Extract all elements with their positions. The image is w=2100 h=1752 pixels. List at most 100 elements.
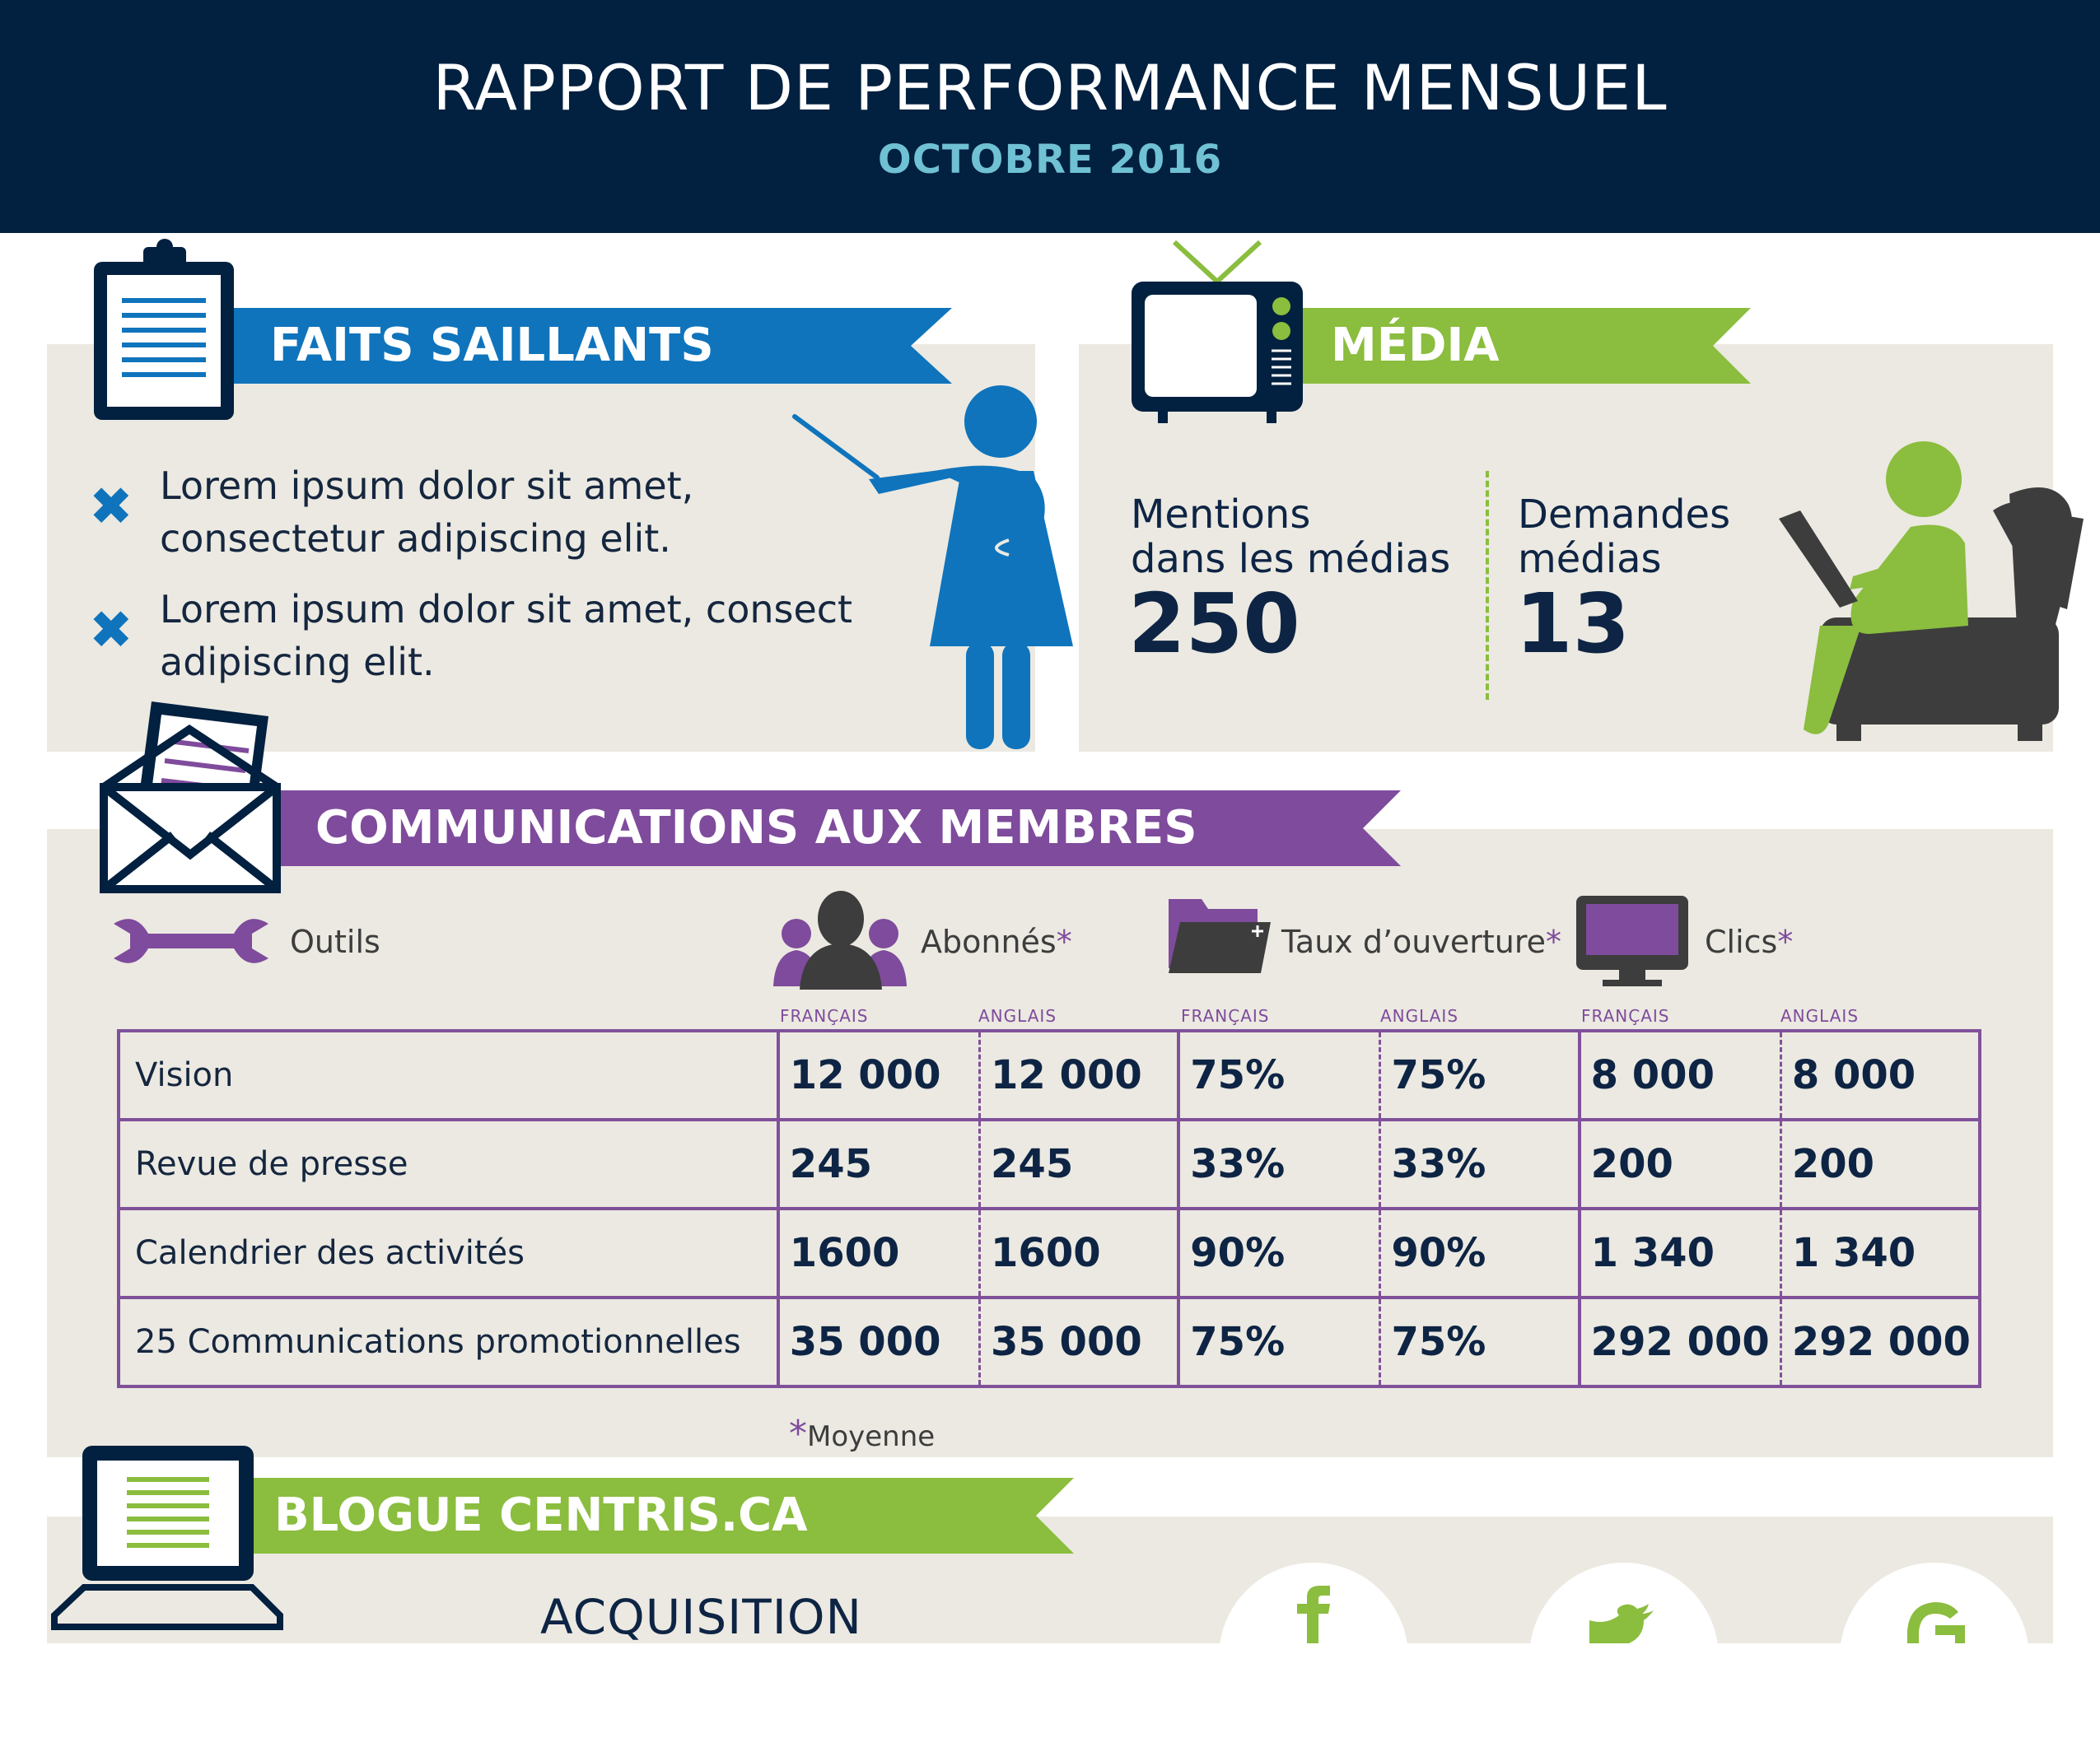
clics-en-value: 8 000 xyxy=(1779,1032,1978,1118)
row-label: Vision xyxy=(117,1029,780,1121)
demandes-value: 13 xyxy=(1515,575,1631,672)
communications-table: Vision 12 000 12 000 75% 75% 8 000 8 000 Re… xyxy=(117,1029,1982,1388)
envelope-icon xyxy=(100,701,281,893)
lang-abonnes-fr: FRANÇAIS xyxy=(780,1006,869,1026)
clics-en-value: 200 xyxy=(1779,1121,1978,1207)
abonnes-cell: 12 000 12 000 xyxy=(776,1029,1181,1121)
reader-armchair-icon xyxy=(1779,441,2084,741)
taux-fr-value: 90% xyxy=(1190,1230,1286,1276)
abonnes-en-value: 1600 xyxy=(978,1210,1177,1296)
mentions-value: 250 xyxy=(1128,575,1300,672)
footnote-text: Moyenne xyxy=(807,1420,936,1453)
taux-fr-value: 75% xyxy=(1190,1052,1286,1098)
bullet-2-line2: adipiscing elit. xyxy=(160,640,435,684)
footnote-star: * xyxy=(789,1413,807,1455)
media-title: MÉDIA xyxy=(1331,319,1500,372)
table-row: Revue de presse 245 245 33% 33% 200 200 xyxy=(117,1118,1982,1210)
taux-cell: 90% 90% xyxy=(1177,1207,1581,1299)
abonnes-fr-value: 12 000 xyxy=(789,1052,941,1098)
bullet-1: Lorem ipsum dolor sit amet, consectetur … xyxy=(160,459,693,565)
taux-en-value: 90% xyxy=(1379,1210,1577,1296)
bullet-2-line1: Lorem ipsum dolor sit amet, consect xyxy=(160,587,853,631)
facebook-icon xyxy=(1297,1586,1330,1643)
legend-taux-label: Taux d’ouverture xyxy=(1281,924,1547,960)
taux-en-value: 33% xyxy=(1379,1121,1577,1207)
lang-clics-fr: FRANÇAIS xyxy=(1581,1006,1670,1026)
legend-abonnes: Abonnés* xyxy=(921,924,1072,960)
legend-clics-star: * xyxy=(1777,924,1794,960)
twitter-circle[interactable] xyxy=(1529,1563,1719,1752)
abonnes-en-value: 12 000 xyxy=(978,1032,1177,1118)
row-label: 25 Communications promotionnelles xyxy=(117,1296,780,1388)
legend-clics-label: Clics xyxy=(1705,924,1778,960)
legend-outils: Outils xyxy=(290,924,380,960)
clics-fr-value: 8 000 xyxy=(1590,1052,1715,1098)
mentions-label-line2: dans les médias xyxy=(1131,536,1451,582)
twitter-icon xyxy=(1589,1604,1654,1643)
x-bullet-icon: ✖ xyxy=(89,477,133,538)
lang-clics-en: ANGLAIS xyxy=(1780,1006,1860,1026)
clics-en-value: 1 340 xyxy=(1779,1210,1978,1296)
legend-abonnes-label: Abonnés xyxy=(921,924,1057,960)
footnote: *Moyenne xyxy=(789,1413,935,1455)
taux-cell: 33% 33% xyxy=(1177,1118,1581,1210)
clics-fr-value: 200 xyxy=(1590,1141,1673,1187)
clics-fr-value: 292 000 xyxy=(1590,1319,1770,1365)
legend-taux-star: * xyxy=(1546,924,1562,960)
demandes-label-line2: médias xyxy=(1518,536,1662,582)
lang-abonnes-en: ANGLAIS xyxy=(978,1006,1057,1026)
abonnes-fr-value: 245 xyxy=(789,1141,872,1187)
abonnes-cell: 1600 1600 xyxy=(776,1207,1181,1299)
x-bullet-icon: ✖ xyxy=(89,600,133,661)
abonnes-en-value: 35 000 xyxy=(978,1299,1177,1385)
page-title: RAPPORT DE PERFORMANCE MENSUEL xyxy=(432,51,1668,124)
abonnes-fr-value: 1600 xyxy=(789,1230,900,1276)
demandes-label-line1: Demandes xyxy=(1518,492,1731,538)
media-ribbon-shape xyxy=(1301,308,1751,384)
communications-title: COMMUNICATIONS AUX MEMBRES xyxy=(315,801,1197,855)
communications-ribbon-shape xyxy=(276,790,1401,866)
taux-fr-value: 33% xyxy=(1190,1141,1286,1187)
legend-abonnes-star: * xyxy=(1056,924,1072,960)
abonnes-fr-value: 35 000 xyxy=(789,1319,941,1365)
page-subtitle: OCTOBRE 2016 xyxy=(877,137,1223,183)
taux-fr-value: 75% xyxy=(1190,1319,1286,1365)
clics-cell: 200 200 xyxy=(1577,1118,1982,1210)
acquisition-heading: ACQUISITION xyxy=(540,1589,862,1645)
faits-title: FAITS SAILLANTS xyxy=(270,319,714,372)
table-row: 25 Communications promotionnelles 35 000… xyxy=(117,1296,1982,1388)
wrench-icon xyxy=(114,919,268,963)
faits-ribbon-shape xyxy=(231,308,952,384)
taux-cell: 75% 75% xyxy=(1177,1296,1581,1388)
clics-cell: 292 000 292 000 xyxy=(1577,1296,1982,1388)
row-label: Revue de presse xyxy=(117,1118,780,1210)
blogue-ribbon-shape xyxy=(247,1478,1074,1554)
abonnes-cell: 245 245 xyxy=(776,1118,1181,1210)
bullet-2: Lorem ipsum dolor sit amet, consect adip… xyxy=(160,583,852,688)
taux-cell: 75% 75% xyxy=(1177,1029,1581,1121)
clics-en-value: 292 000 xyxy=(1779,1299,1978,1385)
mentions-label-line1: Mentions xyxy=(1131,492,1311,538)
table-row: Calendrier des activités 1600 1600 90% 90%… xyxy=(117,1207,1982,1299)
google-icon xyxy=(1907,1602,1965,1643)
row-label: Calendrier des activités xyxy=(117,1207,780,1299)
abonnes-cell: 35 000 35 000 xyxy=(776,1296,1181,1388)
clipboard-icon xyxy=(94,239,234,420)
tv-icon xyxy=(1132,240,1303,423)
legend-taux: Taux d’ouverture* xyxy=(1281,924,1561,960)
google-circle[interactable] xyxy=(1840,1563,2029,1752)
abonnes-en-value: 245 xyxy=(978,1121,1177,1207)
subscribers-icon xyxy=(773,891,907,990)
legend-clics: Clics* xyxy=(1705,924,1793,960)
clics-cell: 1 340 1 340 xyxy=(1577,1207,1982,1299)
bullet-1-line2: consectetur adipiscing elit. xyxy=(160,516,671,561)
folder-icon xyxy=(1169,899,1271,973)
mentions-block: Mentions dans les médias xyxy=(1131,492,1450,581)
clics-fr-value: 1 340 xyxy=(1590,1230,1715,1276)
lang-taux-fr: FRANÇAIS xyxy=(1181,1006,1270,1026)
clics-cell: 8 000 8 000 xyxy=(1577,1029,1982,1121)
demandes-block: Demandes médias xyxy=(1518,492,1730,581)
presenter-figure-icon xyxy=(792,385,1073,749)
table-row: Vision 12 000 12 000 75% 75% 8 000 8 000 xyxy=(117,1029,1982,1121)
lang-taux-en: ANGLAIS xyxy=(1380,1006,1459,1026)
